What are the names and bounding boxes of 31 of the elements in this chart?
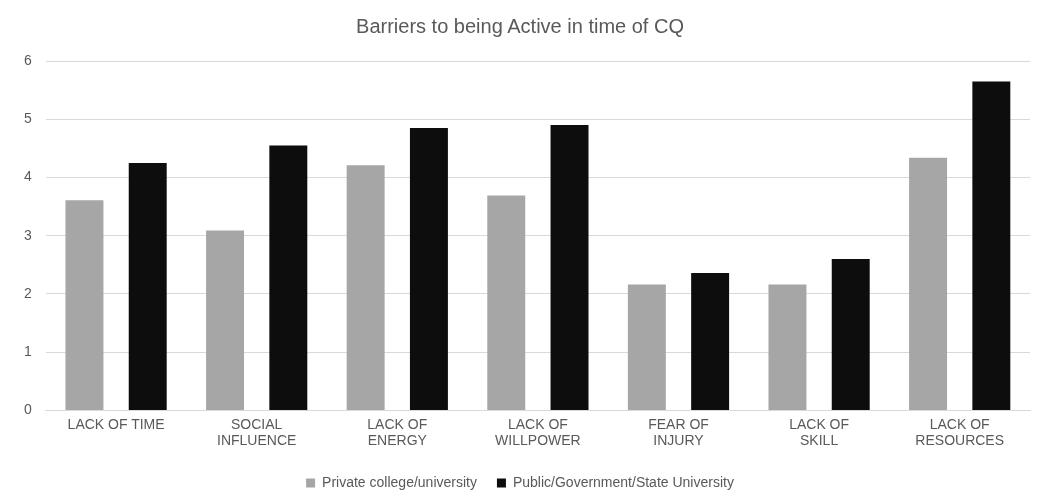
y-tick-label: 3: [23, 226, 32, 243]
bar: [550, 125, 589, 410]
bar: [487, 195, 526, 410]
bar: [972, 81, 1011, 410]
bar: [691, 272, 730, 410]
chart-title: Barriers to being Active in time of CQ: [356, 14, 684, 37]
bar: [627, 284, 666, 410]
x-tick-label: LACK OF WILLPOWER: [495, 415, 581, 449]
bar: [346, 165, 385, 410]
bar: [768, 284, 807, 410]
x-tick-label: SOCIAL INFLUENCE: [217, 415, 297, 449]
x-tick-label: FEAR OF INJURY: [648, 415, 709, 449]
bar: [65, 200, 104, 410]
y-tick-label: 6: [23, 51, 32, 68]
y-tick-label: 1: [23, 343, 32, 360]
bar: [409, 127, 448, 410]
bar: [269, 145, 308, 410]
legend-label: Public/Government/State University: [512, 473, 734, 490]
x-tick-label: LACK OF SKILL: [789, 415, 850, 449]
x-tick-label: LACK OF ENERGY: [367, 415, 428, 449]
x-tick-label: LACK OF TIME: [67, 415, 165, 432]
bar: [206, 230, 245, 410]
y-tick-label: 2: [23, 284, 32, 301]
bar: [831, 258, 870, 410]
x-tick-label: LACK OF RESOURCES: [915, 415, 1005, 449]
y-tick-label: 4: [23, 168, 32, 185]
y-tick-label: 0: [23, 401, 32, 418]
legend-label: Private college/university: [322, 473, 477, 490]
bar: [128, 162, 167, 410]
y-tick-label: 5: [23, 110, 32, 127]
bar: [909, 157, 948, 410]
